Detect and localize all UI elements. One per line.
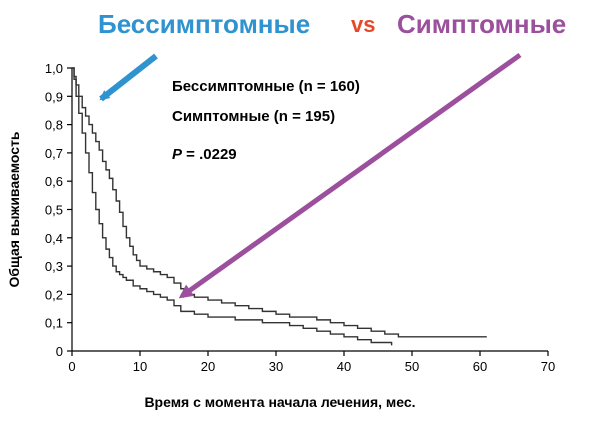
title-right: Симптомные (397, 9, 566, 39)
series-line-asymptomatic (72, 67, 487, 338)
y-tick-label: 0,8 (45, 118, 63, 133)
annotation-symptomatic-n: Симптомные (n = 195) (172, 108, 335, 125)
axes: 0 10 20 30 40 50 60 70 0 0,1 0,2 0,3 0,4 0,5 0,6 0,7 0,8… (6, 61, 555, 410)
p-value: = .0229 (182, 146, 237, 163)
p-label: P (172, 146, 183, 163)
y-tick-label: 0,5 (45, 203, 63, 218)
y-tick-label: 0,6 (45, 174, 63, 189)
x-tick-label: 20 (201, 359, 215, 374)
y-tick-label: 0 (56, 344, 63, 359)
title-vs: vs (351, 12, 375, 37)
x-tick-label: 60 (473, 359, 487, 374)
y-tick-label: 0,9 (45, 89, 63, 104)
annotation-p-value: P = .0229 (172, 146, 237, 163)
x-tick-label: 50 (405, 359, 419, 374)
y-tick-label: 0,2 (45, 287, 63, 302)
y-tick-label: 0,1 (45, 316, 63, 331)
x-tick-label: 10 (133, 359, 147, 374)
y-axis-title: Общая выживаемость (6, 131, 22, 287)
y-tick-label: 0,4 (45, 231, 63, 246)
x-axis-title: Время с момента начала лечения, мес. (144, 394, 415, 410)
y-tick-label: 0,7 (45, 146, 63, 161)
x-tick-label: 40 (337, 359, 351, 374)
x-tick-label: 0 (68, 359, 75, 374)
asymptomatic-arrow (99, 53, 158, 102)
title-left: Бессимптомные (98, 9, 310, 39)
y-tick-label: 1,0 (45, 61, 63, 76)
x-tick-label: 30 (269, 359, 283, 374)
series-line-symptomatic (72, 67, 393, 346)
x-tick-label: 70 (541, 359, 555, 374)
series-group (72, 67, 487, 346)
symptomatic-arrow (178, 52, 522, 299)
y-tick-label: 0,3 (45, 259, 63, 274)
annotation-asymptomatic-n: Бессимптомные (n = 160) (172, 78, 360, 95)
